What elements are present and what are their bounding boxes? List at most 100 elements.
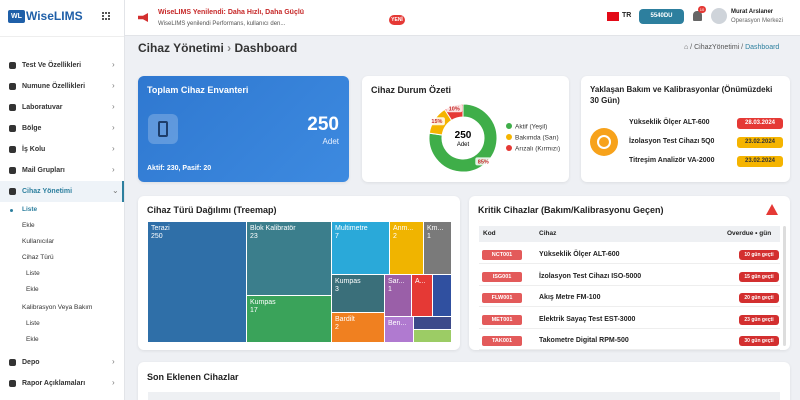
- topbar: [125, 0, 800, 36]
- title: Cihaz Yönetimi: [138, 41, 224, 55]
- menu-item[interactable]: Laboratuvar: [22, 104, 63, 111]
- row-divider: [479, 349, 780, 350]
- cell-value: 3: [335, 286, 339, 293]
- overdue-badge: 30 gün geçti: [739, 336, 779, 346]
- menu-item[interactable]: Bölge: [22, 125, 42, 132]
- menu-item[interactable]: Depo: [22, 359, 40, 366]
- due-date: 23.02.2024: [737, 137, 783, 148]
- menu-item[interactable]: Liste: [26, 270, 40, 277]
- current: Dashboard: [234, 41, 298, 55]
- active-bg: [0, 181, 124, 202]
- scrollbar: [783, 226, 786, 346]
- chevron: ›: [112, 81, 115, 90]
- menu-item[interactable]: Cihaz Türü: [22, 254, 54, 261]
- menu-item[interactable]: Rapor Açıklamaları: [22, 380, 86, 387]
- device-name: Elektrik Sayaç Test EST-3000: [539, 315, 636, 323]
- cell-name: Kumpas: [335, 278, 361, 285]
- donut-chart: 85% Aktif (Yeşil) 15% Bakımda (Sarı) 10% Arız…: [428, 103, 560, 173]
- user-role: Operasyon Merkezi: [731, 18, 784, 24]
- cell-name: Blok Kalibratör: [250, 225, 296, 232]
- legend-label: Aktif (Yeşil): [515, 124, 547, 131]
- menu-item[interactable]: Liste: [26, 320, 40, 327]
- chevron: ›: [112, 102, 115, 111]
- treemap-cell: Ben...: [384, 316, 414, 343]
- sidebar: WL WiseLIMS › Test Ve Özellikleri › Numune …: [0, 0, 125, 400]
- menu-item[interactable]: Kalibrasyon Veya Bakım: [22, 304, 93, 311]
- menu-icon: [9, 167, 16, 174]
- menu-item[interactable]: Ekle: [26, 336, 39, 343]
- code-badge[interactable]: MET001: [482, 314, 522, 325]
- language[interactable]: TR: [622, 12, 632, 19]
- cell-value: 1: [427, 233, 431, 240]
- table-header: [479, 226, 780, 242]
- grid-icon[interactable]: [102, 12, 110, 20]
- home-icon[interactable]: ⌂: [684, 44, 689, 51]
- cell-value: 250: [151, 233, 163, 240]
- chevron: ›: [112, 144, 115, 153]
- menu-item[interactable]: Liste: [22, 206, 38, 213]
- menu-icon: [9, 359, 16, 366]
- cell-name: Ben...: [388, 320, 407, 327]
- treemap-card: Cihaz Türü Dağılımı (Treemap) Terazi 250 B…: [138, 196, 460, 350]
- page-title: Cihaz Yönetimi › Dashboard: [138, 41, 297, 55]
- menu-item[interactable]: Mail Grupları: [22, 167, 65, 174]
- value-label: 15%: [431, 119, 442, 125]
- menu-item[interactable]: Ekle: [26, 286, 39, 293]
- cell-name: Multimetre: [335, 225, 368, 232]
- code-badge[interactable]: ISG001: [482, 271, 522, 282]
- menu-item[interactable]: İş Kolu: [22, 146, 46, 153]
- treemap-cell: Sar... 1: [384, 274, 412, 317]
- treemap-cell: [413, 316, 452, 330]
- bell-icon[interactable]: [693, 11, 702, 21]
- announcement-text: WiseLIMS yenilendi Performans, kullanıcı…: [158, 21, 286, 27]
- device-icon: [148, 114, 178, 144]
- code-badge[interactable]: NCT001: [482, 250, 522, 260]
- code-badge[interactable]: TAK001: [482, 336, 522, 346]
- cell-value: 1: [388, 286, 392, 293]
- cell-name: Bardilt: [335, 316, 355, 323]
- cell-value: 7: [335, 233, 339, 240]
- row-divider: [479, 306, 780, 307]
- chevron: ›: [112, 378, 115, 387]
- menu-item[interactable]: Kullanıcılar: [22, 238, 55, 245]
- treemap-cell: Blok Kalibratör 23: [246, 221, 332, 296]
- card-title: Son Eklenen Cihazlar: [147, 372, 239, 382]
- treemap-cell: Anm... 2: [389, 221, 424, 275]
- overdue-badge: 23 gün geçti: [739, 314, 779, 325]
- code-badge[interactable]: FLW001: [482, 293, 522, 303]
- due-date: 28.03.2024: [737, 118, 783, 129]
- logo: WiseLIMS: [26, 9, 83, 23]
- overdue-badge: 20 gün geçti: [739, 293, 779, 303]
- avatar[interactable]: [711, 8, 727, 24]
- label-bg: [446, 104, 463, 113]
- menu-item[interactable]: Ekle: [22, 222, 35, 229]
- treemap-cell: Bardilt 2: [331, 312, 385, 343]
- cell-value: 2: [393, 233, 397, 240]
- account-button[interactable]: 5540DU: [639, 9, 684, 24]
- treemap-cell: [432, 274, 452, 317]
- cell-name: Kumpas: [250, 299, 276, 306]
- legend-swatch: [506, 145, 512, 151]
- cell-value: 17: [250, 307, 258, 314]
- menu-item[interactable]: Numune Özellikleri: [22, 83, 86, 90]
- menu-icon: [9, 125, 16, 132]
- due-date: 23.02.2024: [737, 156, 783, 167]
- user-name: Murat Arslaner: [731, 9, 774, 15]
- menu-item[interactable]: Parametre Tipi: [22, 394, 71, 400]
- card-title: Cihaz Türü Dağılımı (Treemap): [147, 205, 277, 215]
- megaphone-icon: [138, 13, 148, 22]
- menu-item[interactable]: Cihaz Yönetimi: [22, 188, 73, 195]
- card-title: Cihaz Durum Özeti: [371, 85, 452, 95]
- menu-item[interactable]: Test Ve Özellikleri: [22, 62, 82, 69]
- unit: Adet: [322, 137, 339, 146]
- status-card: Cihaz Durum Özeti 85% Aktif (Yeşil) 15% Bak…: [362, 76, 569, 182]
- logo-badge: WL: [8, 10, 25, 23]
- label-bg: [475, 157, 492, 166]
- crumb[interactable]: CihazYönetimi: [694, 44, 740, 51]
- device-name: İzolasyon Test Cihazı ISO-5000: [539, 272, 642, 280]
- treemap: Terazi 250 Blok Kalibratör 23 Kumpas 17 Multim…: [147, 221, 452, 343]
- cell-name: Sar...: [388, 278, 405, 285]
- critical-card: Kritik Cihazlar (Bakım/Kalibrasyonu Geçe…: [469, 196, 790, 350]
- breadcrumb: ⌂ / CihazYönetimi / Dashboard: [684, 44, 780, 51]
- treemap-cell: Terazi 250: [147, 221, 247, 343]
